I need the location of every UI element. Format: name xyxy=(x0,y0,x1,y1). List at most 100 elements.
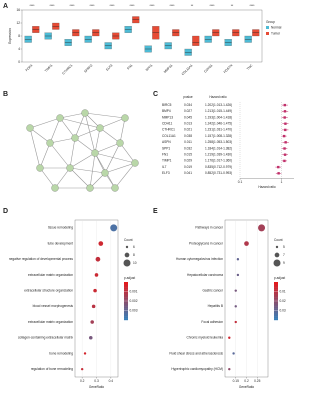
edge xyxy=(59,112,86,119)
colorbar xyxy=(124,316,128,319)
edge xyxy=(84,112,96,154)
y-tick-label: 16 xyxy=(16,8,20,12)
gene: SPP1 xyxy=(162,146,170,150)
x-tick-label: 0.2 xyxy=(80,379,85,383)
node xyxy=(36,164,44,172)
x-axis-label: GeneRatio xyxy=(89,385,104,389)
edge xyxy=(74,137,96,154)
size-key xyxy=(275,245,279,249)
edge xyxy=(114,162,136,189)
node xyxy=(111,184,119,192)
edge xyxy=(29,117,61,129)
y-tick-label: 12 xyxy=(16,21,20,25)
colorbar xyxy=(274,297,278,300)
edge xyxy=(94,142,121,154)
edge xyxy=(39,142,51,169)
colorbar xyxy=(124,312,128,315)
pvalue: 0.041 xyxy=(184,171,192,175)
term: Gastric cancer xyxy=(202,288,223,292)
x-tick-label: 0.25 xyxy=(254,379,260,383)
edge xyxy=(99,117,126,129)
hr-label: 0.852(0.731-0.993) xyxy=(205,171,232,175)
edge xyxy=(69,167,91,189)
colorbar xyxy=(274,306,278,309)
legend-swatch xyxy=(266,26,269,29)
colorbar xyxy=(274,287,278,290)
edge xyxy=(74,112,86,139)
term: Chronic myeloid leukemia xyxy=(187,336,224,340)
dot xyxy=(234,305,237,308)
colorbar xyxy=(124,297,128,300)
edge xyxy=(69,152,96,169)
term: negative regulation of developmental pro… xyxy=(9,257,74,261)
significance: **** xyxy=(110,4,116,8)
gene: FN1 xyxy=(162,153,168,157)
dot xyxy=(93,288,97,293)
colorbar xyxy=(124,318,128,321)
size-key xyxy=(274,252,280,258)
gene: CTHRC1 xyxy=(162,128,175,132)
colorbar xyxy=(124,299,128,302)
colorbar xyxy=(274,283,278,286)
pvalue: 0.013 xyxy=(184,122,192,126)
node xyxy=(46,139,54,147)
dot xyxy=(95,256,101,262)
colorbar xyxy=(274,302,278,305)
node xyxy=(81,109,89,117)
hr-point xyxy=(283,147,286,150)
hr-label: 1.213(1.015-1.449) xyxy=(205,109,232,113)
size-label: 10 xyxy=(133,261,137,265)
x-tick-label: TNC xyxy=(246,63,254,71)
pvalue: 0.021 xyxy=(184,128,192,132)
dot xyxy=(234,320,237,324)
term: blood vessel morphogenesis xyxy=(33,304,74,308)
dot xyxy=(228,367,231,371)
edge xyxy=(94,127,101,154)
x-tick-label: COL11A1 xyxy=(181,63,194,76)
colorbar xyxy=(124,285,128,288)
term: Fluid shear stress and atherosclerosis xyxy=(169,351,223,355)
x-tick-label: ELF3 xyxy=(105,63,113,71)
significance: **** xyxy=(70,4,76,8)
hr-point xyxy=(283,110,287,113)
term: tube development xyxy=(48,241,73,245)
x-tick-label: 0.2 xyxy=(244,379,249,383)
edge xyxy=(29,127,41,169)
significance: ** xyxy=(231,4,234,8)
plot-frame xyxy=(21,9,263,63)
edge xyxy=(54,167,71,189)
significance: **** xyxy=(90,4,96,8)
legend-title: p.adjust xyxy=(124,276,135,280)
edge xyxy=(89,152,96,189)
term: Hepatocellular carcinoma xyxy=(187,273,223,277)
edge xyxy=(119,117,126,144)
y-tick-label: 8 xyxy=(18,34,20,38)
dot xyxy=(83,352,87,355)
hr-point xyxy=(277,172,280,175)
gene: TIMP1 xyxy=(162,159,172,163)
x-tick-label: 0.3 xyxy=(94,379,99,383)
colorbar xyxy=(124,295,128,298)
pvalue: 0.034 xyxy=(184,103,192,107)
legend-title: Count xyxy=(274,238,283,242)
pvalue: 0.029 xyxy=(184,159,192,163)
y-axis-label: Expression xyxy=(8,28,12,44)
pvalue: 0.038 xyxy=(184,134,192,138)
colorbar xyxy=(124,310,128,313)
gene: IL7 xyxy=(162,165,167,169)
hr-point xyxy=(277,165,280,169)
size-key xyxy=(124,252,130,258)
node xyxy=(116,139,124,147)
gene: BMP4 xyxy=(162,109,171,113)
hr-label: 1.184(1.014-1.382) xyxy=(205,146,232,150)
colorbar xyxy=(124,287,128,290)
gene: COL11A1 xyxy=(162,134,176,138)
color-label: 0.001 xyxy=(130,289,138,293)
colorbar xyxy=(274,285,278,288)
size-label: 9 xyxy=(283,261,285,265)
legend-label: Tumor xyxy=(271,31,281,35)
colorbar xyxy=(274,314,278,317)
term: extracellular matrix organization xyxy=(28,320,73,324)
edge xyxy=(94,152,136,164)
size-label: 6 xyxy=(133,245,135,249)
